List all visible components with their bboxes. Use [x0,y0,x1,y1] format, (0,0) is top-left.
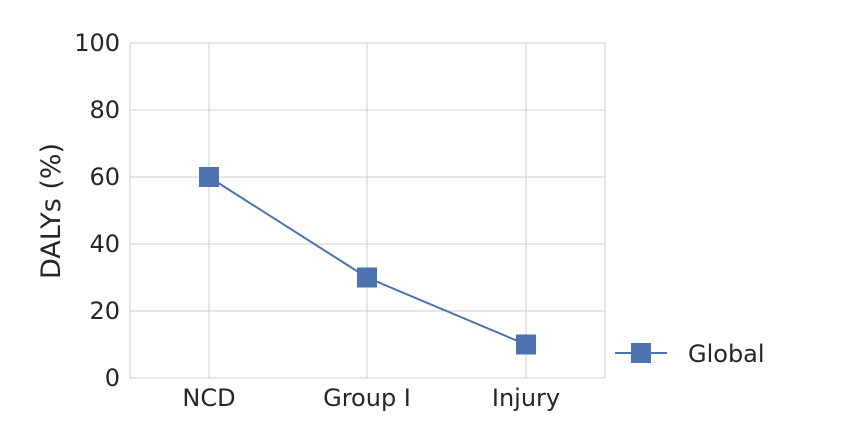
data-point-marker [199,167,219,187]
plot-area-frame [129,42,606,379]
y-tick-label: 80 [89,96,120,124]
y-axis-ticks: 0 20 40 60 80 100 [74,29,120,392]
x-tick-label: NCD [182,384,235,412]
series [199,167,536,355]
legend: Global [615,340,765,368]
x-tick-label: Group I [323,384,411,412]
y-tick-label: 0 [105,364,120,392]
y-axis-label: DALYs (%) [36,143,67,279]
y-tick-label: 40 [89,230,120,258]
legend-marker-global [631,343,651,363]
x-tick-label: Injury [492,384,560,412]
y-tick-label: 100 [74,29,120,57]
x-axis-ticks: NCD Group I Injury [182,384,560,412]
y-tick-label: 60 [89,163,120,191]
grid [130,42,605,379]
legend-label-global: Global [688,340,765,368]
y-tick-label: 20 [89,297,120,325]
data-point-marker [516,334,536,355]
data-point-marker [357,267,377,288]
